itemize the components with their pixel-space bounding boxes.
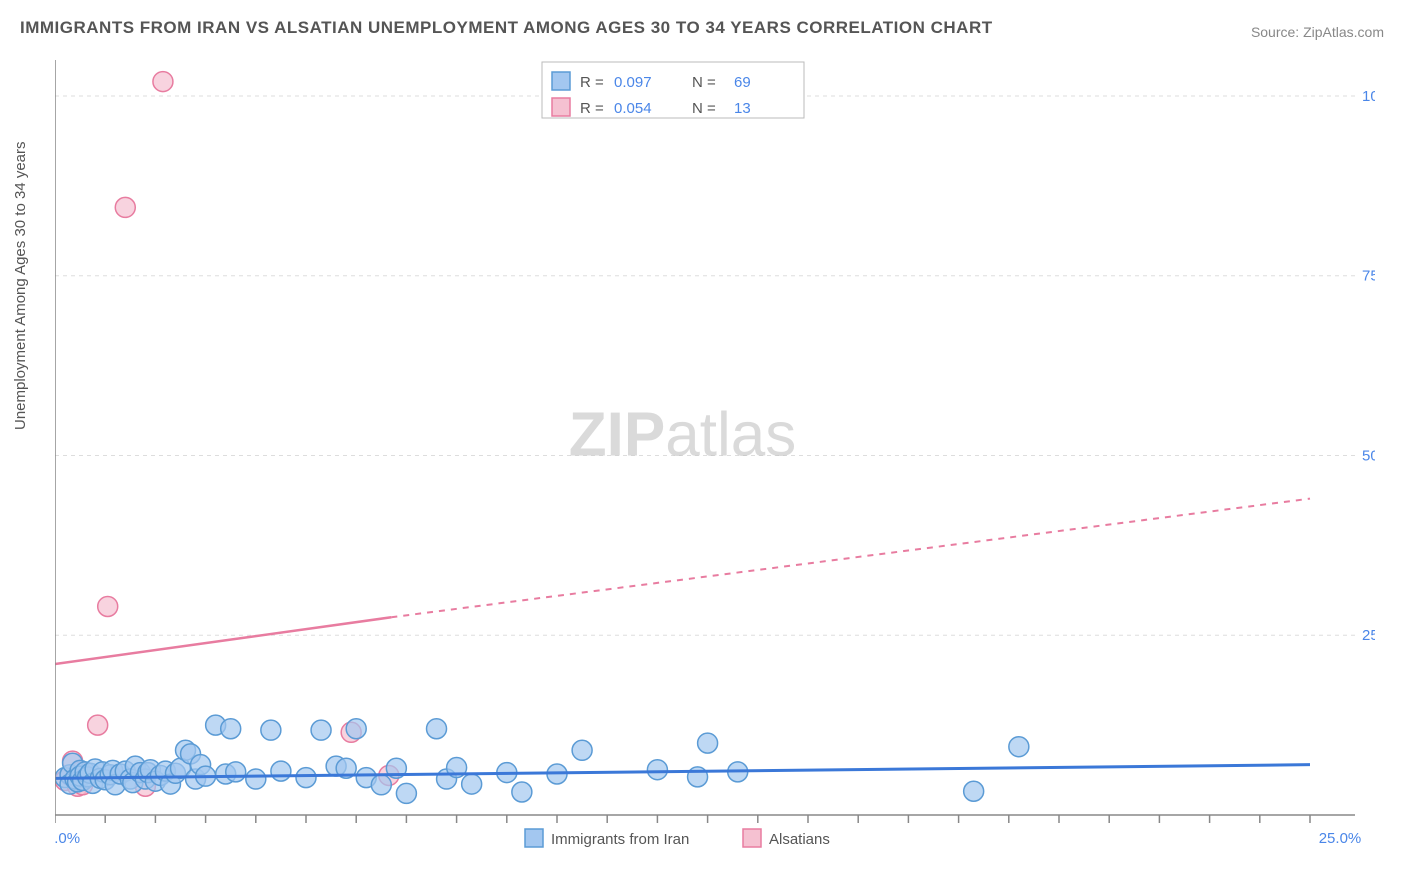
legend-swatch [552, 72, 570, 90]
legend-swatch [743, 829, 761, 847]
legend-series-label: Alsatians [769, 831, 830, 848]
data-point [1009, 737, 1029, 757]
x-tick-label: 0.0% [55, 830, 80, 847]
legend-n-value: 69 [734, 74, 751, 91]
data-point [296, 768, 316, 788]
source-label: Source: ZipAtlas.com [1251, 24, 1384, 40]
data-point [98, 596, 118, 616]
legend-r-value: 0.054 [614, 100, 652, 117]
data-point [115, 197, 135, 217]
data-point [271, 761, 291, 781]
y-tick-label: 25.0% [1362, 627, 1375, 644]
data-point [572, 740, 592, 760]
legend-swatch [525, 829, 543, 847]
data-point [698, 733, 718, 753]
legend-n-label: N = [692, 100, 716, 117]
legend-r-label: R = [580, 74, 604, 91]
data-point [427, 719, 447, 739]
x-tick-label: 25.0% [1319, 830, 1362, 847]
data-point [512, 782, 532, 802]
legend-n-label: N = [692, 74, 716, 91]
data-point [153, 72, 173, 92]
data-point [346, 719, 366, 739]
data-point [371, 775, 391, 795]
legend-n-value: 13 [734, 100, 751, 117]
y-axis-label: Unemployment Among Ages 30 to 34 years [12, 141, 29, 430]
legend-series-label: Immigrants from Iran [551, 831, 689, 848]
data-point [964, 781, 984, 801]
y-tick-label: 100.0% [1362, 88, 1375, 105]
y-tick-label: 50.0% [1362, 447, 1375, 464]
y-tick-label: 75.0% [1362, 268, 1375, 285]
data-point [88, 715, 108, 735]
watermark: ZIPatlas [569, 400, 796, 469]
legend-r-label: R = [580, 100, 604, 117]
chart-area: 25.0%50.0%75.0%100.0%ZIPatlas0.0%25.0%R … [55, 60, 1375, 830]
data-point [246, 769, 266, 789]
data-point [261, 720, 281, 740]
data-point [226, 762, 246, 782]
data-point [311, 720, 331, 740]
legend-swatch [552, 98, 570, 116]
data-point [396, 783, 416, 803]
trend-line-pink-extrapolated [391, 499, 1310, 618]
data-point [647, 760, 667, 780]
data-point [221, 719, 241, 739]
data-point [462, 774, 482, 794]
legend-r-value: 0.097 [614, 74, 652, 91]
trend-line-pink [55, 617, 391, 664]
chart-title: IMMIGRANTS FROM IRAN VS ALSATIAN UNEMPLO… [20, 18, 993, 38]
scatter-chart: 25.0% 50.0% 75.0% 100.0% ZIPatlas 0.0% 25.0% R … [55, 60, 1375, 860]
